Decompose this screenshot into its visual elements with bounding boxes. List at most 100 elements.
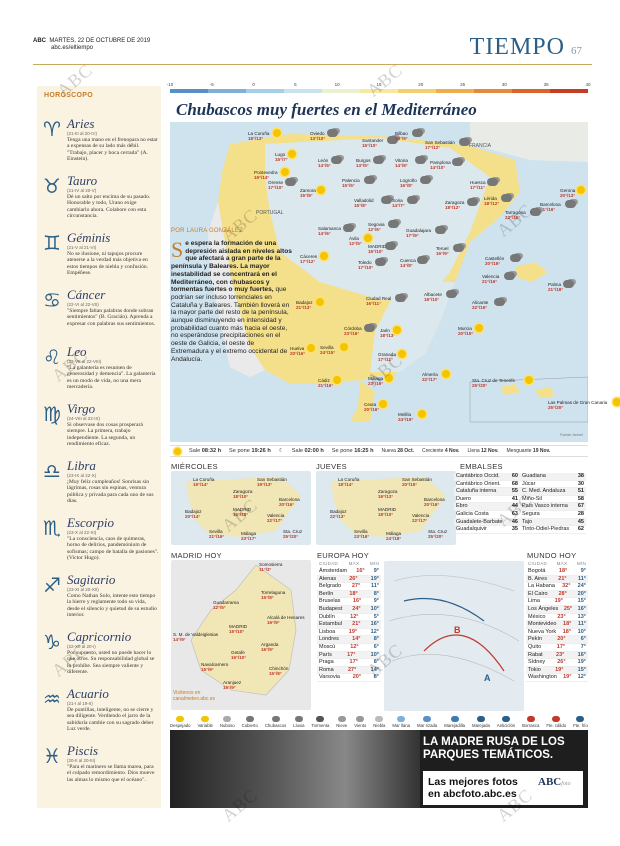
table-row: Los Ángeles 25° 16° xyxy=(526,605,588,614)
madrid-city: S. M. de Valdeiglesias 14°/9° xyxy=(173,632,219,642)
madrid-map: Somosierra 11°/3° Torrelaguna 15°/8° Guadarr… xyxy=(171,560,311,710)
sign-dates: (20-II al 20-III) xyxy=(67,758,96,763)
sign-text: "La galantería es resumen de generosidad… xyxy=(67,365,156,391)
table-header: CIUDAD MÁX MÍN xyxy=(319,561,379,566)
map-city: Lérida 18°/12° xyxy=(484,196,499,206)
legend-swatch-icon xyxy=(476,716,485,722)
sun-icon xyxy=(319,252,328,260)
sun-icon xyxy=(441,370,450,378)
city-name: Pamplona xyxy=(430,160,451,165)
city-name: Zaragoza xyxy=(445,200,465,205)
mini-city: Sevilla 23°/16° xyxy=(354,529,370,539)
map-city: Valencia 21°/16° xyxy=(482,274,499,284)
city-name: Teruel xyxy=(436,246,449,251)
city-temp: 12°/6° xyxy=(368,227,381,232)
city-temp: 21°/16° xyxy=(482,279,498,284)
mini-city: MADRID 18°/10° xyxy=(378,507,397,517)
table-row: Quito 17° 7° xyxy=(526,643,588,652)
cloud-icon xyxy=(373,156,385,164)
city-temp: 20°/16° xyxy=(290,351,306,356)
section-title: TIEMPO 67 xyxy=(470,34,582,61)
sign-text: "Siempre faltan palabras donde sobran se… xyxy=(67,308,156,327)
cloud-icon xyxy=(459,138,471,146)
cloud-icon xyxy=(285,178,297,186)
cloud-icon xyxy=(453,244,465,252)
city-name: Ceuta xyxy=(364,402,377,407)
map-city: Murcia 20°/15° xyxy=(458,326,473,336)
jueves-title: JUEVES xyxy=(316,462,347,471)
city-temp: 24°/15° xyxy=(320,350,336,355)
cloud-icon xyxy=(487,178,499,186)
cloud-icon xyxy=(563,280,574,288)
mini-city: Badajoz 22°/13° xyxy=(330,509,347,519)
cloud-icon xyxy=(364,176,376,184)
city-temp: 18°/13° xyxy=(248,136,264,141)
madrid-title: MADRID HOY xyxy=(171,551,222,560)
city-name: Granada xyxy=(378,352,396,357)
map-city: Cádiz 21°/16° xyxy=(318,378,333,388)
scale-segment xyxy=(208,89,246,93)
cloud-icon xyxy=(564,200,576,208)
city-temp: 15°/8° xyxy=(300,193,313,198)
map-city: Zamora 15°/8° xyxy=(300,188,316,198)
map-city: Cuenca 14°/8° xyxy=(400,258,416,268)
legend-item: Variable xyxy=(197,716,213,730)
city-temp: 23°/16° xyxy=(344,331,360,336)
sun-icon xyxy=(613,398,620,406)
city-name: Soria xyxy=(392,198,403,203)
table-row: Bogotá 18° 9° xyxy=(526,568,588,576)
sun-moon-bar: Sale 08:32 h Se pone 19:26 h ☾ Sale 02:0… xyxy=(170,445,588,457)
section-name: TIEMPO xyxy=(469,34,565,60)
city-temp: 15°/7° xyxy=(275,157,288,162)
europa-title: EUROPA HOY xyxy=(317,551,370,560)
table-row: Bruselas 16° 9° xyxy=(317,598,381,606)
map-city: Sta. Cruz de Tenerife 25°/20° xyxy=(472,378,515,388)
paper-name: ABC xyxy=(33,38,46,44)
scale-tick: 25 xyxy=(460,82,466,87)
table-row: Estambul 21° 16° xyxy=(317,621,381,629)
sun-icon xyxy=(417,410,426,418)
map-city: Barcelona 21°/16° xyxy=(540,202,561,212)
table-row: Cantábrico Occid. 60 xyxy=(454,473,520,481)
mini-city: Valencia 22°/17° xyxy=(412,513,430,523)
cloud-icon xyxy=(419,176,431,184)
madrid-city: MADRID 15°/10° xyxy=(229,624,248,634)
embalses-table-right: Guadiana 38 Júcar 30 C. Med. Andaluza 51 Miño-… xyxy=(520,473,586,534)
sign-text: ¡Muy feliz cumpleaños! Sonrisas sin lágr… xyxy=(67,479,154,505)
url-link[interactable]: abc.es/eltiempo xyxy=(51,45,94,51)
city-name: Cádiz xyxy=(318,378,330,383)
table-row: Belgrado 27° 11° xyxy=(317,583,381,591)
canalmeteo-link[interactable]: Visítenos en canalmeteo.abc.es xyxy=(173,690,215,702)
leo-glyph-icon: ♌ xyxy=(43,345,61,369)
advert-subline[interactable]: Las mejores fotos en abcfoto.abc.es xyxy=(428,776,518,800)
mini-city: San Sebastián 20°/15° xyxy=(402,477,432,487)
map-label-portugal: PORTUGAL xyxy=(256,210,284,216)
sign-text: Tenga una mano en el frenopara no estar … xyxy=(67,137,158,163)
scale-segment xyxy=(284,89,322,93)
libra-glyph-icon: ♎ xyxy=(43,459,61,483)
city-name: Bilbao xyxy=(395,131,408,136)
legend-item: Fte. cálido xyxy=(546,716,566,730)
city-name: Gerona xyxy=(560,188,576,193)
advert-headline: LA MADRE RUSA DE LOS PARQUES TEMÁTICOS. xyxy=(423,736,583,762)
cloud-icon xyxy=(412,129,424,137)
legend-swatch-icon xyxy=(526,716,535,722)
map-city: Córdoba 23°/16° xyxy=(344,326,362,336)
cloud-icon xyxy=(327,129,339,137)
table-row: Tokio 19° 15° xyxy=(526,666,588,675)
legend-swatch-icon xyxy=(576,716,585,722)
table-row: Dublín 12° 5° xyxy=(317,613,381,622)
table-row: París 17° 10° xyxy=(317,651,381,660)
mini-city: La Coruña 19°/14° xyxy=(193,477,215,487)
map-city: Guadalajara 17°/9° xyxy=(406,228,431,238)
sun-icon xyxy=(397,350,406,358)
sign-name: Libra xyxy=(67,458,96,473)
sign-dates: (22-XII al 20-I) xyxy=(67,644,96,649)
legend-item: Lluvia xyxy=(293,716,304,730)
scale-segment xyxy=(436,89,474,93)
sun-icon xyxy=(174,447,181,455)
city-temp: 25°/20° xyxy=(548,405,564,410)
sunrise: Sale 08:32 h xyxy=(189,448,222,454)
legend-item: Fte. frío xyxy=(573,716,588,730)
legend-item: Mar llana xyxy=(392,716,410,730)
